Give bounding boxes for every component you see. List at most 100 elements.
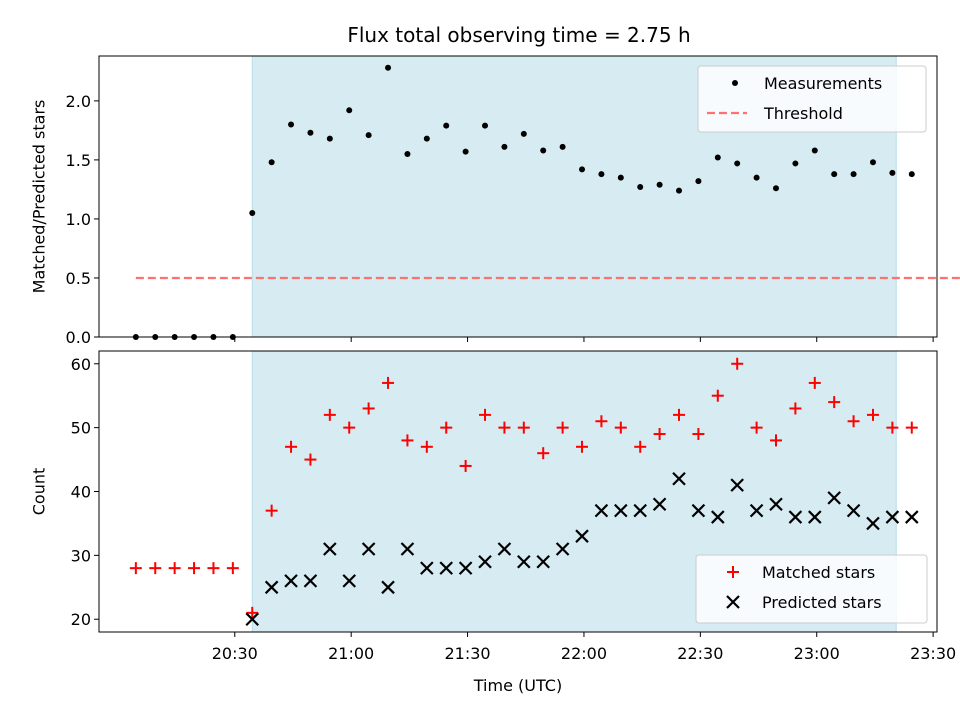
x-tick-label: 22:00 xyxy=(561,644,607,663)
matched-stars-point xyxy=(246,606,259,619)
legend-marker xyxy=(727,566,739,578)
count-x-ticks: 20:30 21:00 21:30 22:00 22:30 23:00 23:30 xyxy=(212,632,956,663)
measurement-point xyxy=(385,64,392,71)
predicted-stars-point xyxy=(885,510,900,524)
matched-stars-point xyxy=(847,415,860,428)
matched-stars-point xyxy=(304,453,317,466)
count-legend: Matched stars Predicted stars xyxy=(695,554,928,624)
matched-stars-point xyxy=(265,504,278,517)
x-tick-label: 21:00 xyxy=(328,644,374,663)
predicted-stars-point xyxy=(497,542,512,556)
predicted-stars-point xyxy=(769,497,783,512)
measurement-point xyxy=(656,181,663,188)
measurement-point xyxy=(831,171,838,178)
predicted-stars-point xyxy=(458,561,473,575)
x-tick-label: 21:30 xyxy=(445,644,491,663)
measurement-point xyxy=(617,174,624,181)
predicted-stars-point xyxy=(691,503,706,518)
matched-stars-point xyxy=(129,562,142,575)
measurement-point xyxy=(288,121,295,128)
matched-stars-point xyxy=(479,408,492,421)
legend-marker xyxy=(732,80,738,86)
ratio-legend: Measurements Threshold xyxy=(697,65,927,133)
predicted-stars-point xyxy=(905,510,919,524)
measurement-point xyxy=(695,178,702,185)
x-tick-label: 23:00 xyxy=(794,644,840,663)
x-axis-label: Time (UTC) xyxy=(473,676,562,695)
measurement-point xyxy=(404,150,411,157)
chart-title: Flux total observing time = 2.75 h xyxy=(347,23,690,47)
predicted-stars-point xyxy=(323,542,337,556)
measurement-point xyxy=(501,143,508,150)
measurement-point xyxy=(365,132,372,139)
matched-stars-point xyxy=(769,434,782,447)
y-tick-label: 2.0 xyxy=(66,92,91,111)
measurement-point xyxy=(520,130,527,137)
matched-stars-point xyxy=(420,440,433,453)
y-tick-label: 0.5 xyxy=(66,269,91,288)
count-y-axis-label: Count xyxy=(30,468,49,516)
count-legend-box xyxy=(695,554,928,624)
legend-matched-label: Matched stars xyxy=(762,563,875,582)
predicted-stars-point xyxy=(400,542,415,556)
measurement-point xyxy=(598,171,605,178)
measurement-point xyxy=(772,185,779,192)
count-panel: 20 30 40 50 60 20:30 21:00 21:30 22:00 22:30 23:0… xyxy=(30,350,956,695)
matched-stars-point xyxy=(323,408,336,421)
measurement-point xyxy=(482,122,489,129)
legend-measurements-label: Measurements xyxy=(764,74,882,93)
x-tick-label: 22:30 xyxy=(677,644,723,663)
predicted-stars-point xyxy=(788,510,803,524)
matched-stars-point xyxy=(537,447,550,460)
measurement-point xyxy=(579,166,586,173)
legend-predicted-symbol xyxy=(726,595,740,609)
measurement-point xyxy=(559,143,566,150)
matched-stars-point xyxy=(382,376,395,389)
measurement-point xyxy=(676,187,683,194)
measurement-point xyxy=(889,169,896,176)
ratio-y-ticks: 0.0 0.5 1.0 1.5 2.0 xyxy=(66,92,99,347)
matched-stars-point xyxy=(595,415,608,428)
predicted-stars-point xyxy=(866,516,880,531)
measurement-point xyxy=(850,171,857,178)
matched-stars-point xyxy=(731,357,744,370)
x-tick-label: 23:30 xyxy=(910,644,956,663)
predicted-stars-point xyxy=(381,580,395,595)
measurement-point xyxy=(637,184,644,191)
predicted-stars-point xyxy=(264,580,279,595)
count-marks xyxy=(129,357,919,627)
predicted-stars-point xyxy=(652,497,667,512)
ratio-y-axis-label: Matched/Predicted stars xyxy=(30,100,49,294)
predicted-stars-point xyxy=(517,554,531,569)
predicted-stars-point xyxy=(846,503,861,518)
predicted-stars-point xyxy=(284,574,298,588)
count-y-ticks: 20 30 40 50 60 xyxy=(71,355,99,629)
y-tick-label: 0.0 xyxy=(66,328,91,347)
measurement-point xyxy=(423,135,430,142)
measurement-point xyxy=(908,171,915,178)
ratio-x-ticks xyxy=(234,337,934,342)
matched-stars-point xyxy=(711,389,724,402)
measurement-point xyxy=(307,129,314,136)
predicted-stars-point xyxy=(555,542,570,556)
matched-stars-point xyxy=(866,408,879,421)
matched-stars-point xyxy=(634,440,647,453)
predicted-stars-point xyxy=(672,471,686,486)
predicted-stars-point xyxy=(245,612,260,627)
measurement-point xyxy=(249,210,256,217)
matched-stars-point xyxy=(673,408,686,421)
measurement-point xyxy=(462,148,469,155)
predicted-stars-point xyxy=(439,561,454,575)
predicted-stars-point xyxy=(633,503,647,518)
ratio-legend-box xyxy=(697,65,927,133)
y-tick-label: 30 xyxy=(71,546,91,565)
matched-stars-point xyxy=(343,421,356,434)
matched-stars-point xyxy=(886,421,899,434)
matched-stars-point xyxy=(808,376,821,389)
matched-stars-point xyxy=(517,421,530,434)
measurement-point xyxy=(869,159,876,166)
matched-stars-point xyxy=(207,562,220,575)
matched-stars-point xyxy=(614,421,627,434)
matched-stars-point xyxy=(576,440,589,453)
